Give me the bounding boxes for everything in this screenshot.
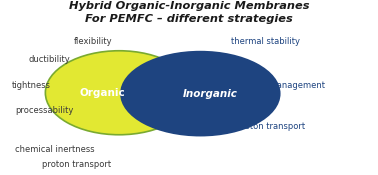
Text: water management: water management (242, 81, 325, 90)
Text: thermal stability: thermal stability (231, 37, 300, 47)
Text: Hybrid Organic-Inorganic Membranes
For PEMFC – different strategies: Hybrid Organic-Inorganic Membranes For P… (69, 1, 309, 24)
Text: proton transport: proton transport (42, 160, 111, 169)
Text: processability: processability (15, 106, 73, 115)
Ellipse shape (121, 52, 280, 136)
Text: tightness: tightness (11, 81, 50, 90)
Text: proton transport: proton transport (236, 122, 305, 131)
Text: Inorganic: Inorganic (182, 89, 237, 99)
Ellipse shape (45, 51, 193, 135)
Text: flexibility: flexibility (74, 37, 112, 47)
Text: chemical inertness: chemical inertness (15, 145, 95, 154)
Text: ductibility: ductibility (28, 55, 70, 64)
Text: Organic: Organic (79, 88, 125, 98)
